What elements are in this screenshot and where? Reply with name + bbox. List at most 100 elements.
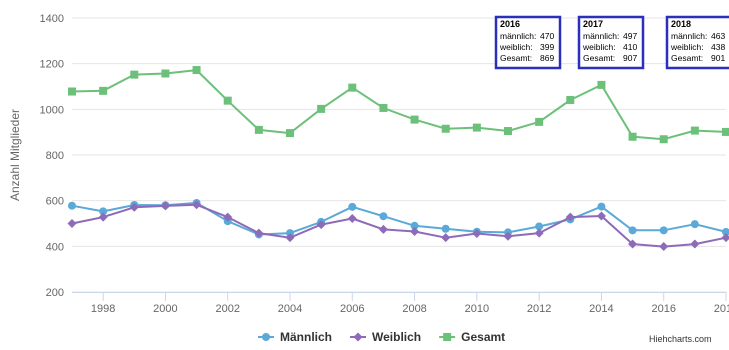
y-tick-label: 600 (46, 196, 64, 208)
annotation-value: 438 (711, 42, 725, 52)
y-tick-label: 1000 (40, 104, 64, 116)
legend-marker-gesamt (443, 333, 451, 341)
x-tick-label: 2004 (278, 303, 302, 315)
x-tick-label: 2000 (153, 303, 177, 315)
data-point-männlich[interactable] (348, 203, 356, 211)
annotation-label: Gesamt: (583, 53, 615, 63)
annotation-label: männlich: (671, 31, 707, 41)
data-point-gesamt[interactable] (255, 126, 263, 134)
legend-label: Gesamt (461, 330, 505, 344)
annotation-value: 410 (623, 42, 637, 52)
annotation-year: 2016 (500, 19, 520, 29)
annotation-year: 2018 (671, 19, 691, 29)
legend-label: Männlich (280, 330, 332, 344)
y-axis-tick-labels: 200 400 600 800 1000 1200 1400 (40, 13, 64, 299)
data-point-gesamt[interactable] (224, 97, 232, 105)
data-point-gesamt[interactable] (317, 105, 325, 113)
x-tick-label: 2016 (651, 303, 675, 315)
data-point-gesamt[interactable] (566, 96, 574, 104)
data-point-weiblich[interactable] (535, 229, 544, 238)
x-tick-label: 2006 (340, 303, 364, 315)
x-tick-label: 2018 (714, 303, 729, 315)
annotations: 2016männlich:470weiblich:399Gesamt:86920… (496, 17, 729, 68)
y-tick-label: 800 (46, 150, 64, 162)
data-point-gesamt[interactable] (99, 87, 107, 95)
annotation-label: männlich: (583, 31, 619, 41)
data-point-weiblich[interactable] (379, 225, 388, 234)
annotation-value: 497 (623, 31, 637, 41)
data-point-gesamt[interactable] (629, 133, 637, 141)
legend-item-männlich[interactable]: Männlich (258, 330, 332, 344)
annotation-value: 869 (540, 53, 554, 63)
x-tick-label: 2010 (465, 303, 489, 315)
data-point-gesamt[interactable] (68, 88, 76, 96)
y-tick-label: 400 (46, 241, 64, 253)
annotation-label: Gesamt: (500, 53, 532, 63)
data-point-männlich[interactable] (691, 220, 699, 228)
x-tick-label: 2012 (527, 303, 551, 315)
annotation-label: weiblich: (499, 42, 533, 52)
legend-marker-weiblich (354, 333, 363, 342)
y-tick-label: 1200 (40, 59, 64, 71)
data-point-gesamt[interactable] (411, 116, 419, 124)
series-gesamt (68, 66, 729, 143)
data-point-weiblich[interactable] (690, 240, 699, 249)
data-point-gesamt[interactable] (193, 66, 201, 74)
y-axis-title: Anzahl Mitglieder (8, 109, 22, 201)
legend-item-weiblich[interactable]: Weiblich (350, 330, 421, 344)
annotation-label: weiblich: (582, 42, 616, 52)
data-point-gesamt[interactable] (691, 127, 699, 135)
data-point-männlich[interactable] (597, 203, 605, 211)
data-point-gesamt[interactable] (379, 104, 387, 112)
data-point-gesamt[interactable] (442, 125, 450, 133)
data-point-gesamt[interactable] (597, 81, 605, 89)
annotation-value: 907 (623, 53, 637, 63)
data-point-gesamt[interactable] (348, 84, 356, 92)
y-tick-label: 1400 (40, 13, 64, 25)
data-point-männlich[interactable] (442, 225, 450, 233)
legend-marker-männlich (262, 333, 270, 341)
data-point-weiblich[interactable] (99, 213, 108, 222)
y-tick-label: 200 (46, 287, 64, 299)
data-point-gesamt[interactable] (722, 128, 729, 136)
annotation-label: Gesamt: (671, 53, 703, 63)
x-tick-label: 2014 (589, 303, 613, 315)
data-point-männlich[interactable] (68, 202, 76, 210)
annotation-value: 463 (711, 31, 725, 41)
x-tick-label: 2008 (402, 303, 426, 315)
data-point-gesamt[interactable] (535, 118, 543, 126)
data-point-männlich[interactable] (629, 226, 637, 234)
series-layer (68, 66, 729, 251)
annotation-label: männlich: (500, 31, 536, 41)
data-point-weiblich[interactable] (68, 219, 77, 228)
data-point-gesamt[interactable] (660, 135, 668, 143)
data-point-gesamt[interactable] (473, 124, 481, 132)
credits-link[interactable]: Hiehcharts.com (649, 334, 712, 344)
x-tick-label: 2002 (215, 303, 239, 315)
data-point-gesamt[interactable] (130, 71, 138, 79)
x-axis: 1998 2000 2002 2004 2006 2008 2010 2012 2014 2016… (72, 292, 729, 315)
data-point-männlich[interactable] (379, 212, 387, 220)
annotation-value: 399 (540, 42, 554, 52)
annotation-label: weiblich: (670, 42, 704, 52)
data-point-weiblich[interactable] (348, 214, 357, 223)
data-point-weiblich[interactable] (659, 242, 668, 251)
legend[interactable]: Männlich Weiblich Gesamt (258, 330, 505, 344)
series-weiblich (68, 200, 729, 251)
data-point-weiblich[interactable] (441, 233, 450, 242)
legend-item-gesamt[interactable]: Gesamt (439, 330, 505, 344)
data-point-gesamt[interactable] (161, 69, 169, 77)
data-point-männlich[interactable] (660, 226, 668, 234)
annotation-value: 470 (540, 31, 554, 41)
legend-label: Weiblich (372, 330, 421, 344)
annotation-2016: 2016 männlich: 470 weiblich: 399 Gesamt: 869 (496, 17, 560, 68)
data-point-gesamt[interactable] (504, 127, 512, 135)
x-tick-label: 1998 (91, 303, 115, 315)
series-line-gesamt (72, 70, 726, 139)
data-point-weiblich[interactable] (410, 227, 419, 236)
data-point-gesamt[interactable] (286, 129, 294, 137)
